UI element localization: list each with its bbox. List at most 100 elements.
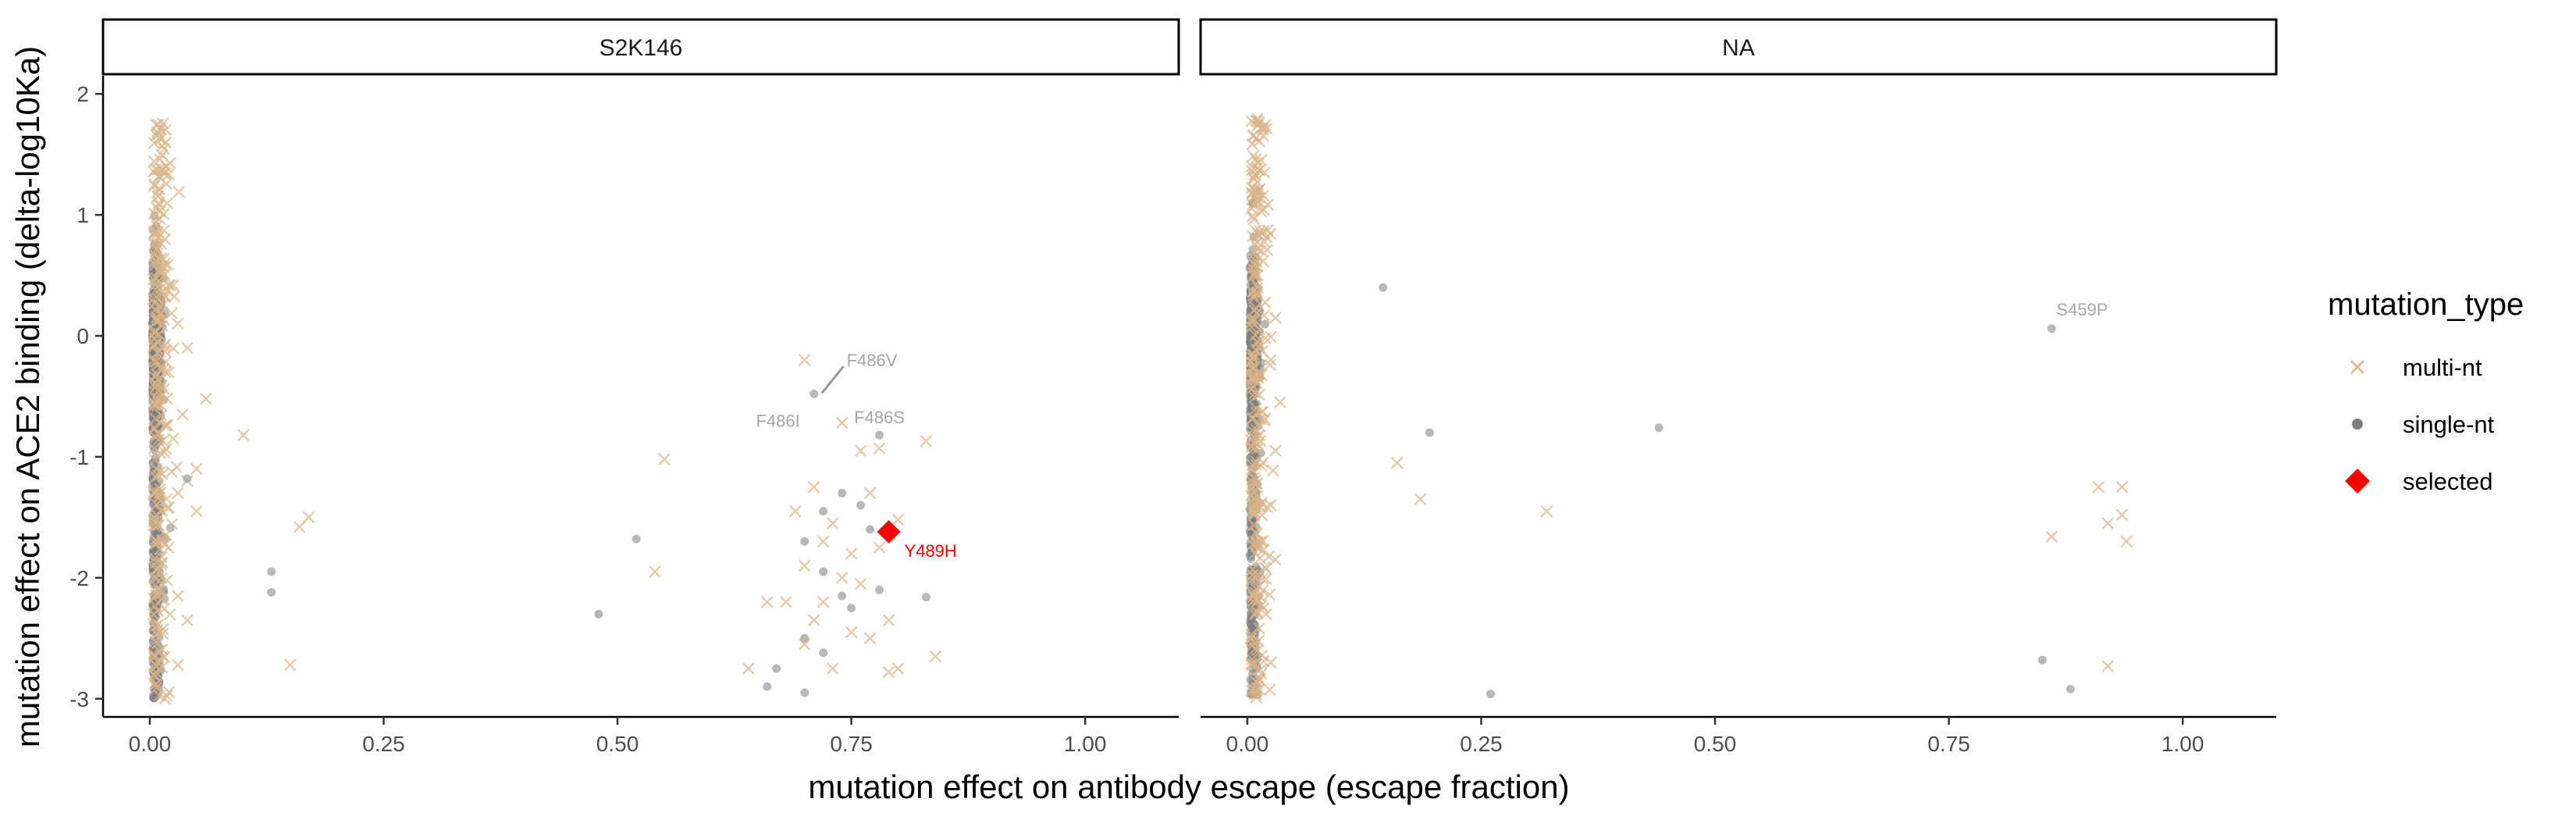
multi-nt-point: [1260, 572, 1272, 586]
multi-nt-point: [882, 614, 895, 626]
multi-nt-point: [155, 504, 167, 518]
selected-point: [877, 519, 901, 544]
point-label: S459P: [2056, 300, 2108, 319]
multi-nt-point: [1247, 476, 1259, 489]
single-nt-point: [1425, 428, 1435, 437]
single-nt-point: [148, 459, 158, 469]
multi-nt-point: [742, 662, 755, 675]
multi-nt-point: [798, 354, 811, 366]
multi-nt-point: [154, 494, 166, 508]
multi-nt-point: [1269, 553, 1282, 566]
single-nt-point: [800, 688, 809, 697]
multi-nt-point: [162, 168, 175, 180]
multi-nt-point: [172, 487, 184, 500]
multi-nt-point: [1248, 547, 1261, 560]
multi-nt-point: [1247, 230, 1259, 243]
multi-nt-point: [1247, 171, 1261, 184]
multi-nt-point: [891, 662, 905, 675]
multi-nt-point: [172, 658, 184, 672]
multi-nt-point: [162, 365, 175, 379]
multi-nt-point: [1251, 442, 1264, 455]
single-nt-point: [2047, 324, 2056, 333]
multi-nt-point: [817, 535, 830, 548]
x-tick-label: 1.00: [1064, 732, 1107, 756]
single-nt-point: [763, 682, 772, 691]
legend-title: mutation_type: [2328, 287, 2524, 322]
single-nt-point: [819, 648, 828, 658]
multi-nt-point: [155, 586, 168, 600]
multi-nt-point: [1258, 166, 1271, 179]
multi-nt-point: [151, 186, 164, 199]
multi-nt-point: [2120, 535, 2133, 548]
multi-nt-point: [1259, 332, 1272, 344]
multi-nt-point: [148, 226, 161, 239]
multi-nt-point: [153, 644, 165, 658]
multi-nt-point: [148, 180, 161, 192]
multi-nt-point: [151, 305, 164, 319]
multi-nt-point: [1253, 116, 1266, 129]
single-nt-point: [267, 587, 276, 597]
strip-left-box: [101, 18, 1180, 76]
point-label: F486S: [854, 408, 905, 427]
panel-left: S2K146 Y489H F486V F486I F486S 0.00 0.25 0.50…: [69, 18, 1180, 756]
multi-nt-point: [1248, 258, 1261, 271]
multi-nt-point: [1245, 181, 1258, 194]
multi-nt-point: [1248, 504, 1261, 518]
multi-nt-point: [882, 665, 895, 679]
multi-nt-point: [158, 383, 170, 395]
multi-nt-point: [152, 519, 165, 532]
single-nt-point: [875, 585, 884, 594]
multi-nt-point: [151, 346, 164, 359]
multi-nt-point: [1254, 244, 1268, 257]
single-nt-point: [1247, 624, 1256, 633]
multi-nt-point: [155, 133, 167, 146]
multi-nt-point: [155, 644, 169, 656]
multi-nt-point: [162, 541, 175, 554]
single-nt-point: [632, 534, 641, 544]
multi-nt-point: [160, 443, 173, 455]
single-nt-point: [150, 445, 159, 455]
multi-nt-point: [1247, 129, 1261, 141]
point-label: F486V: [847, 351, 898, 370]
multi-nt-point: [172, 590, 184, 602]
multi-nt-point: [1263, 588, 1276, 601]
x-ticks-left: 0.00 0.25 0.50 0.75 1.00: [129, 717, 1107, 756]
multi-nt-point: [1249, 168, 1261, 181]
multi-nt-point: [2115, 480, 2129, 494]
multi-nt-point: [159, 365, 172, 379]
single-nt-point: [1247, 516, 1256, 526]
multi-nt-point: [155, 237, 167, 250]
multi-nt-point: [798, 638, 811, 651]
strip-left-label: S2K146: [600, 35, 683, 61]
multi-nt-point: [845, 626, 858, 639]
multi-nt-point: [151, 190, 165, 203]
legend-key-selected: [2345, 469, 2370, 494]
multi-nt-point: [1245, 321, 1258, 333]
multi-nt-point: [167, 432, 180, 445]
multi-nt-point: [854, 577, 867, 590]
multi-nt-point: [817, 596, 830, 608]
x-tick-label: 0.00: [1226, 732, 1269, 756]
multi-nt-point: [1264, 358, 1276, 372]
multi-nt-point: [148, 273, 160, 286]
multi-nt-point: [162, 686, 176, 698]
multi-nt-point: [929, 650, 942, 663]
multi-nt-point: [1257, 544, 1270, 556]
multi-nt-point: [1246, 458, 1258, 471]
y-tick-label: 0: [76, 324, 89, 348]
multi-nt-point: [1250, 572, 1263, 584]
y-tick-label: 1: [76, 203, 89, 227]
multi-nt-point: [649, 565, 661, 578]
multi-nt-point: [1253, 388, 1265, 401]
x-tick-label: 0.75: [1927, 732, 1970, 756]
multi-nt-point: [149, 470, 162, 483]
multi-nt-point: [1251, 335, 1264, 348]
multi-nt-point: [873, 442, 886, 455]
multi-nt-point: [1265, 499, 1277, 512]
multi-nt-point: [1262, 550, 1276, 563]
multi-nt-point: [1247, 471, 1261, 484]
multi-nt-point: [1245, 360, 1258, 373]
multi-nt-point: [1245, 434, 1258, 447]
single-nt-point: [800, 633, 809, 643]
multi-nt-point: [1250, 691, 1263, 704]
